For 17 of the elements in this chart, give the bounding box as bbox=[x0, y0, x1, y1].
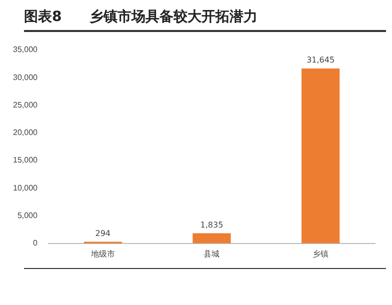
y-tick-label: 20,000 bbox=[13, 128, 38, 138]
data-label: 294 bbox=[95, 228, 111, 238]
x-tick-label: 乡镇 bbox=[312, 249, 329, 258]
chart-title: 图表8 乡镇市场具备较大开拓潜力 bbox=[24, 8, 386, 32]
data-label: 31,645 bbox=[306, 56, 335, 65]
y-tick-label: 30,000 bbox=[13, 72, 38, 82]
bar bbox=[302, 68, 340, 244]
y-tick-label: 25,000 bbox=[13, 100, 38, 110]
y-tick-label: 35,000 bbox=[13, 45, 38, 54]
x-tick-label: 地级市 bbox=[90, 249, 115, 258]
y-tick-label: 0 bbox=[33, 238, 38, 248]
y-tick-label: 15,000 bbox=[13, 156, 38, 165]
y-tick-label: 5,000 bbox=[17, 210, 38, 220]
y-tick-label: 10,000 bbox=[13, 183, 38, 192]
bar bbox=[192, 233, 231, 244]
data-label: 1,835 bbox=[200, 220, 224, 230]
x-tick-label: 县城 bbox=[204, 249, 220, 258]
